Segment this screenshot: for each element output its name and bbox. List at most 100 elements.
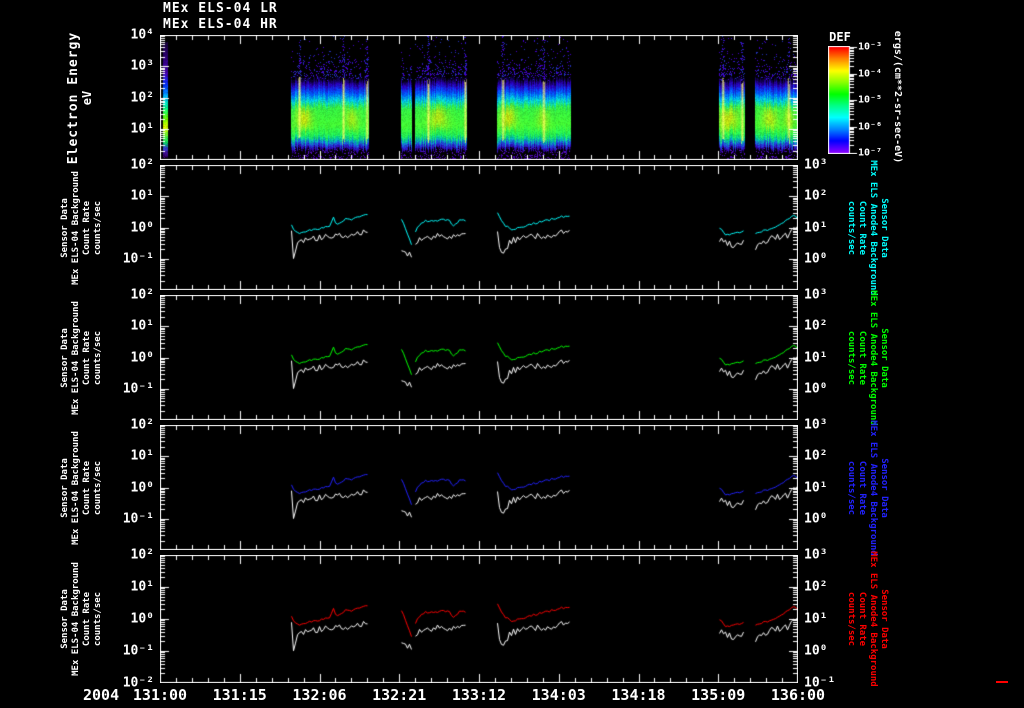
label-line: Sensor Data bbox=[60, 327, 70, 388]
label-line: Count Rate bbox=[857, 460, 867, 515]
line-panel-right-ytick-label: 10⁰ bbox=[804, 511, 828, 527]
label-line: Sensor Data bbox=[60, 457, 70, 518]
label-line: Sensor Data bbox=[879, 327, 889, 388]
colorbar-canvas bbox=[828, 46, 862, 154]
line-panel-left-ytick-label: 10² bbox=[130, 547, 154, 563]
x-axis-tick-label: 133:12 bbox=[451, 686, 507, 704]
line-panel-right-ytick-label: 10⁰ bbox=[804, 381, 828, 397]
x-axis-tick-label: 134:03 bbox=[531, 686, 586, 704]
spectrogram-canvas bbox=[160, 35, 798, 160]
line-panel-left-ytick-label: 10⁰ bbox=[130, 611, 154, 627]
spectrogram-ytick-label: 10² bbox=[130, 90, 154, 105]
line-panel-right-ytick-label: 10² bbox=[804, 318, 828, 334]
line-panel-left-ytick-label: 10¹ bbox=[130, 188, 154, 204]
label-line: counts/sec bbox=[93, 591, 103, 647]
label-line: MEx ELS-04 Background bbox=[71, 430, 81, 545]
label-line: MEx ELS Anode4 Background bbox=[868, 419, 878, 556]
label-line: Count Rate bbox=[82, 200, 92, 255]
line-panel-right-ytick-label: 10² bbox=[804, 188, 828, 204]
line-panel-left-ytick-label: 10⁻¹ bbox=[122, 643, 154, 659]
line-panel-right-ytick-label: 10³ bbox=[804, 287, 828, 303]
line-panel-left-ytick-label: 10¹ bbox=[130, 448, 154, 464]
label-line: Count Rate bbox=[857, 591, 867, 647]
colorbar-unit-text: ergs/(cm**2-sr-sec-eV) bbox=[892, 30, 903, 164]
line-panel-right-ytick-label: 10⁰ bbox=[804, 643, 828, 659]
colorbar-title: DEF bbox=[829, 30, 851, 44]
line-panel-left-ytick-label: 10² bbox=[130, 417, 154, 433]
line-panel-left-ytick-label: 10⁻¹ bbox=[122, 251, 154, 267]
label-line: counts/sec bbox=[846, 200, 856, 255]
line-panel-right-ytick-label: 10³ bbox=[804, 417, 828, 433]
line-panel-right-ytick-label: 10⁰ bbox=[804, 251, 828, 267]
label-line: counts/sec bbox=[846, 591, 856, 647]
colorbar-tick-label: 10⁻⁴ bbox=[858, 68, 883, 79]
label-line: Count Rate bbox=[82, 591, 92, 647]
label-line: counts/sec bbox=[93, 460, 103, 515]
line-panel-left-ytick-label: 10⁻¹ bbox=[122, 511, 154, 527]
line-panel-right-ytick-label: 10¹ bbox=[804, 220, 828, 235]
label-line: counts/sec bbox=[846, 330, 856, 385]
stray-red-tick bbox=[996, 681, 1008, 683]
label-line: MEx ELS-04 Background bbox=[71, 300, 81, 415]
spectrogram-ylabel-line1: Electron Energy bbox=[66, 31, 81, 164]
x-axis-tick-label: 131:00 bbox=[132, 686, 188, 704]
line-panel-right-ytick-label: 10¹ bbox=[804, 480, 828, 495]
line-panel-right-ytick-label: 10¹ bbox=[804, 350, 828, 365]
x-axis-tick-label: 135:09 bbox=[691, 686, 746, 704]
label-line: MEx ELS-04 Background bbox=[71, 170, 81, 285]
spectrogram-ytick-label: 10¹ bbox=[130, 121, 154, 137]
spectrogram-ylabel-line2: eV bbox=[80, 90, 94, 105]
spectrogram-ytick-label: 10⁴ bbox=[130, 27, 154, 43]
x-axis-tick-label: 131:15 bbox=[212, 686, 267, 704]
title-lr: MEx ELS-04 LR bbox=[163, 1, 278, 16]
line-panel-left-ytick-label: 10⁻¹ bbox=[122, 381, 154, 397]
label-line: Count Rate bbox=[857, 200, 867, 255]
plot-titles: MEx ELS-04 LR MEx ELS-04 HR bbox=[163, 1, 278, 33]
line-panel-right-ytick-label: 10³ bbox=[804, 157, 828, 173]
label-line: counts/sec bbox=[93, 200, 103, 255]
x-axis-tick-label: 132:21 bbox=[372, 686, 427, 704]
label-line: MEx ELS Anode4 Background bbox=[868, 289, 878, 426]
line-panel-left-ytick-label: 10⁰ bbox=[130, 480, 154, 495]
line-panel-canvas-1 bbox=[160, 165, 798, 290]
line-panel-right-ytick-label: 10⁻¹ bbox=[804, 675, 836, 691]
line-panel-canvas-2 bbox=[160, 295, 798, 420]
label-line: MEx ELS Anode4 Background bbox=[868, 551, 878, 687]
label-line: counts/sec bbox=[93, 330, 103, 385]
colorbar-tick-label: 10⁻⁵ bbox=[858, 94, 883, 106]
line-panel-canvas-4 bbox=[160, 555, 798, 683]
label-line: Count Rate bbox=[857, 330, 867, 385]
colorbar-tick-label: 10⁻³ bbox=[858, 41, 883, 53]
x-axis-tick-label: 134:18 bbox=[611, 686, 666, 704]
label-line: Sensor Data bbox=[879, 457, 889, 518]
label-line: Sensor Data bbox=[60, 197, 70, 258]
x-axis-tick-label: 136:00 bbox=[770, 686, 826, 704]
line-panel-canvas-3 bbox=[160, 425, 798, 550]
line-panel-left-ytick-label: 10⁰ bbox=[130, 350, 154, 365]
line-panel-right-ytick-label: 10³ bbox=[804, 547, 828, 563]
line-panel-left-ytick-label: 10¹ bbox=[130, 318, 154, 334]
line-panel-left-ytick-label: 10² bbox=[130, 157, 154, 173]
line-panel-left-ytick-label: 10⁻² bbox=[122, 675, 154, 691]
line-panel-right-ytick-label: 10² bbox=[804, 448, 828, 464]
colorbar-tick-label: 10⁻⁷ bbox=[858, 147, 883, 159]
label-line: Count Rate bbox=[82, 460, 92, 515]
label-line: MEx ELS-04 Background bbox=[71, 562, 81, 676]
x-axis-tick-label: 132:06 bbox=[292, 686, 347, 704]
title-hr: MEx ELS-04 HR bbox=[163, 17, 278, 32]
label-line: Sensor Data bbox=[60, 589, 70, 649]
line-panel-left-ytick-label: 10² bbox=[130, 287, 154, 303]
spectrogram-ytick-label: 10³ bbox=[130, 58, 154, 74]
line-panel-left-ytick-label: 10¹ bbox=[130, 579, 154, 595]
label-line: Sensor Data bbox=[879, 589, 889, 649]
line-panel-right-ytick-label: 10² bbox=[804, 579, 828, 595]
label-line: counts/sec bbox=[846, 460, 856, 515]
line-panel-left-ytick-label: 10⁰ bbox=[130, 220, 154, 235]
label-line: Sensor Data bbox=[879, 197, 889, 258]
line-panel-right-ytick-label: 10¹ bbox=[804, 611, 828, 627]
label-line: Count Rate bbox=[82, 330, 92, 385]
x-axis-year-label: 2004 bbox=[83, 686, 120, 704]
label-line: MEx ELS Anode4 Background bbox=[868, 159, 878, 296]
colorbar-tick-label: 10⁻⁶ bbox=[858, 121, 883, 132]
